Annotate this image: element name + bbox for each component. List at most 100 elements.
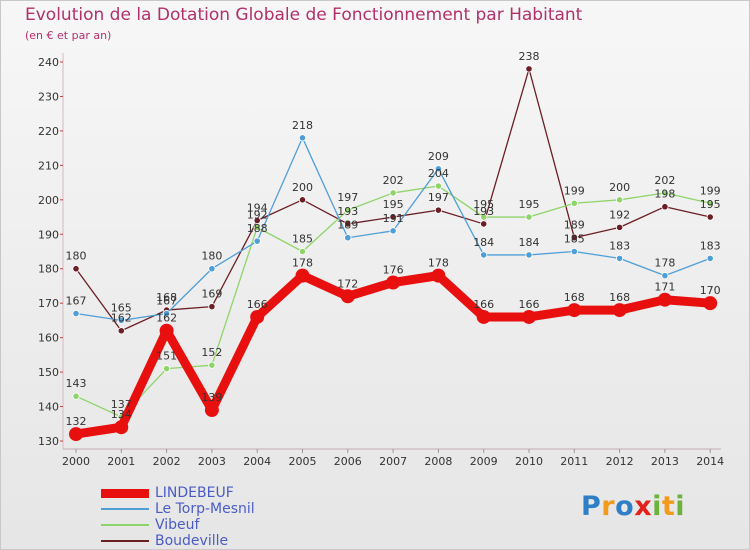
data-point-le-torp-mesnil xyxy=(208,265,216,273)
data-point-lindebeuf xyxy=(522,309,536,324)
data-point-boudeville xyxy=(117,327,125,335)
data-point-boudeville xyxy=(389,213,397,221)
data-point-boudeville xyxy=(661,203,669,211)
legend-swatch xyxy=(101,508,149,510)
y-tick-label: 150 xyxy=(38,366,59,379)
data-label-lindebeuf: 166 xyxy=(519,298,540,311)
data-point-vibeuf xyxy=(253,223,261,231)
data-point-lindebeuf xyxy=(250,309,265,324)
data-point-vibeuf xyxy=(163,365,171,373)
data-label-lindebeuf: 172 xyxy=(337,277,358,290)
logo-letter: t xyxy=(661,491,676,522)
y-tick-label: 210 xyxy=(38,159,59,172)
legend-item: LINDEBEUF xyxy=(101,485,234,501)
legend-label: Boudeville xyxy=(155,533,229,549)
data-label-lindebeuf: 171 xyxy=(654,281,675,294)
data-point-vibeuf xyxy=(72,392,80,400)
data-point-boudeville xyxy=(72,265,80,273)
data-label-le-torp-mesnil: 218 xyxy=(292,119,313,132)
data-point-lindebeuf xyxy=(657,292,672,307)
data-label-lindebeuf: 166 xyxy=(247,298,268,311)
data-label-boudeville: 194 xyxy=(247,201,268,214)
x-tick-label: 2010 xyxy=(515,455,543,468)
data-label-vibeuf: 202 xyxy=(654,174,675,187)
data-label-boudeville: 169 xyxy=(201,288,222,301)
data-point-vibeuf xyxy=(298,247,307,256)
data-point-le-torp-mesnil xyxy=(615,254,624,262)
data-label-vibeuf: 152 xyxy=(201,346,222,359)
x-tick-label: 2007 xyxy=(379,455,407,468)
data-point-vibeuf xyxy=(344,206,352,214)
data-point-lindebeuf xyxy=(159,323,174,338)
data-point-le-torp-mesnil xyxy=(389,227,397,235)
data-point-lindebeuf xyxy=(703,296,718,311)
x-tick-label: 2014 xyxy=(696,455,724,468)
data-label-lindebeuf: 166 xyxy=(473,298,494,311)
data-point-boudeville xyxy=(480,220,488,228)
data-point-le-torp-mesnil xyxy=(434,165,442,173)
data-label-le-torp-mesnil: 209 xyxy=(428,150,449,163)
x-tick-label: 2009 xyxy=(470,455,498,468)
y-tick-label: 180 xyxy=(38,263,59,276)
data-label-lindebeuf: 176 xyxy=(383,264,404,277)
chart-title: Evolution de la Dotation Globale de Fonc… xyxy=(25,5,583,25)
data-label-boudeville: 162 xyxy=(111,312,132,325)
data-label-le-torp-mesnil: 183 xyxy=(700,239,721,252)
data-point-vibeuf xyxy=(525,213,533,221)
proxiti-logo: Proxiti xyxy=(581,491,685,522)
data-label-vibeuf: 192 xyxy=(247,208,268,221)
data-point-boudeville xyxy=(615,223,624,231)
data-point-lindebeuf xyxy=(476,309,491,324)
data-point-boudeville xyxy=(253,216,261,225)
data-point-boudeville xyxy=(298,196,307,204)
data-label-boudeville: 197 xyxy=(428,191,449,204)
data-label-le-torp-mesnil: 188 xyxy=(247,222,268,235)
data-point-boudeville xyxy=(208,303,216,311)
data-point-lindebeuf xyxy=(69,427,83,442)
data-label-lindebeuf: 132 xyxy=(66,415,87,428)
data-label-le-torp-mesnil: 178 xyxy=(654,257,675,270)
data-label-le-torp-mesnil: 167 xyxy=(156,295,177,308)
data-label-lindebeuf: 170 xyxy=(700,284,721,297)
y-tick-label: 200 xyxy=(38,194,59,207)
data-label-vibeuf: 151 xyxy=(156,350,177,363)
data-point-vibeuf xyxy=(208,361,216,369)
data-label-lindebeuf: 168 xyxy=(609,291,630,304)
data-point-vibeuf xyxy=(480,213,488,221)
data-label-le-torp-mesnil: 184 xyxy=(473,236,494,249)
data-label-lindebeuf: 178 xyxy=(292,257,313,270)
x-tick-label: 2000 xyxy=(62,455,90,468)
data-label-boudeville: 193 xyxy=(337,205,358,218)
legend-swatch xyxy=(101,524,149,526)
legend-item: Le Torp-Mesnil xyxy=(101,501,255,517)
y-tick-label: 230 xyxy=(38,90,59,103)
logo-letter: i xyxy=(675,491,686,522)
data-point-lindebeuf xyxy=(386,275,401,290)
logo-letter: P xyxy=(581,491,602,522)
data-point-vibeuf xyxy=(615,196,624,204)
data-label-boudeville: 195 xyxy=(700,198,721,211)
data-label-boudeville: 195 xyxy=(383,198,404,211)
data-label-vibeuf: 195 xyxy=(473,198,494,211)
legend-swatch xyxy=(101,540,149,542)
data-label-lindebeuf: 178 xyxy=(428,257,449,270)
data-point-vibeuf xyxy=(389,189,397,197)
data-label-le-torp-mesnil: 167 xyxy=(66,295,87,308)
data-point-lindebeuf xyxy=(295,268,310,283)
data-point-lindebeuf xyxy=(567,303,582,318)
y-tick-label: 140 xyxy=(38,401,59,414)
data-label-boudeville: 200 xyxy=(292,181,313,194)
data-label-vibeuf: 199 xyxy=(564,184,585,197)
legend-item: Vibeuf xyxy=(101,517,199,533)
data-label-le-torp-mesnil: 183 xyxy=(609,239,630,252)
legend-swatch xyxy=(101,488,149,498)
data-point-boudeville xyxy=(344,220,352,228)
data-label-vibeuf: 143 xyxy=(66,377,87,390)
chart-subtitle: (en € et par an) xyxy=(25,29,112,42)
legend-label: Le Torp-Mesnil xyxy=(155,501,255,517)
data-label-lindebeuf: 168 xyxy=(564,291,585,304)
data-point-le-torp-mesnil xyxy=(72,309,80,318)
data-label-le-torp-mesnil: 191 xyxy=(383,212,404,225)
legend-label: LINDEBEUF xyxy=(155,485,234,501)
data-point-le-torp-mesnil xyxy=(525,251,533,259)
